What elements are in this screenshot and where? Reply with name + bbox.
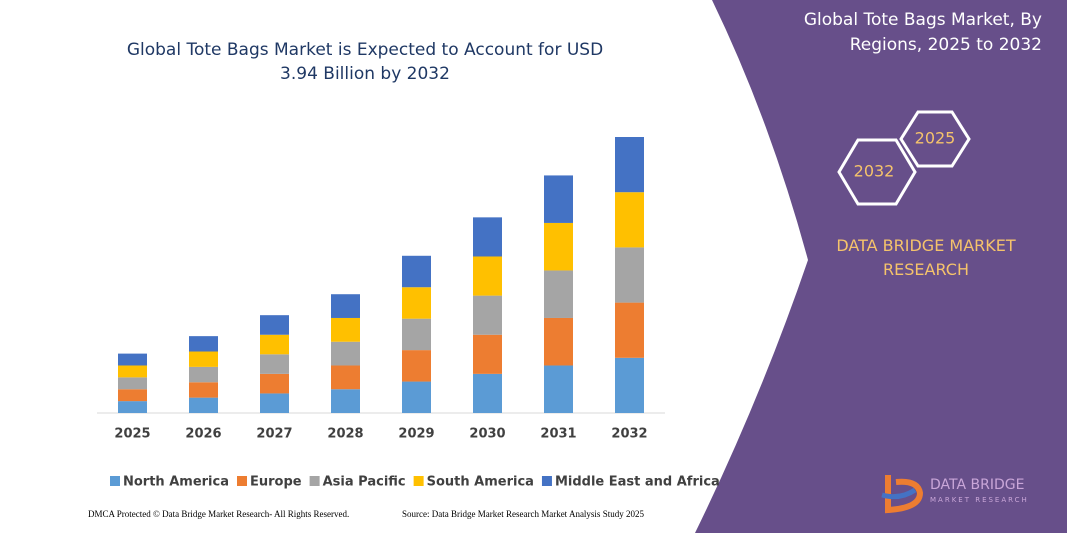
hexagon: [899, 110, 971, 168]
bar-segment: [544, 365, 573, 413]
x-tick-label: 2025: [114, 427, 150, 442]
legend-label: South America: [427, 475, 534, 490]
legend-swatch: [309, 476, 320, 486]
logo-icon: [881, 487, 917, 500]
bar-segment: [473, 217, 502, 257]
bar-segment: [189, 382, 218, 398]
bar-segment: [402, 381, 431, 413]
legend-label: North America: [123, 475, 229, 490]
bar-segment: [189, 351, 218, 367]
brand: DATA BRIDGE MARKET RESEARCH: [836, 236, 1016, 279]
x-tick-label: 2027: [256, 427, 292, 442]
bar-segment: [615, 137, 644, 193]
bar-segment: [402, 350, 431, 382]
bar-segment: [402, 255, 431, 288]
footer: Source: Data Bridge Market Research Mark…: [402, 509, 644, 519]
x-tick-label: 2032: [611, 427, 647, 442]
legend-swatch: [237, 476, 247, 486]
bar-segment: [189, 397, 218, 413]
legend-swatch: [110, 476, 120, 486]
logo-icon: [885, 475, 924, 514]
bar-segment: [473, 256, 502, 296]
bar-segment: [473, 295, 502, 335]
bar-segment: [189, 366, 218, 383]
hexagon-label: 2032: [854, 162, 895, 181]
bar-segment: [544, 175, 573, 223]
bar-segment: [260, 373, 289, 394]
legend-label: Asia Pacific: [323, 475, 406, 490]
bar-segment: [473, 334, 502, 374]
bar-segment: [331, 341, 360, 366]
bar-segment: [331, 365, 360, 390]
bar-segment: [260, 315, 289, 335]
bar-segment: [615, 357, 644, 413]
bar-segment: [615, 302, 644, 358]
legend-label: Europe: [250, 475, 302, 490]
bar-segment: [118, 401, 147, 413]
bar-segment: [331, 389, 360, 413]
bar-segment: [260, 334, 289, 355]
bar-segment: [473, 373, 502, 413]
x-tick-label: 2028: [327, 427, 363, 442]
bar-segment: [402, 287, 431, 319]
bar-segment: [118, 377, 147, 390]
bar-segment: [118, 353, 147, 366]
bar-segment: [544, 270, 573, 318]
panel-bg: [695, 0, 1067, 533]
bar-segment: [544, 222, 573, 271]
bar-segment: [615, 192, 644, 248]
logo-text: DATA BRIDGE: [930, 477, 1024, 493]
bar-segment: [331, 294, 360, 318]
x-tick-label: 2030: [469, 427, 505, 442]
legend-swatch: [541, 476, 552, 486]
legend-swatch: [413, 476, 424, 486]
panel-title: Global Tote Bags Market, By Regions, 202…: [803, 10, 1042, 55]
bar-segment: [118, 389, 147, 402]
chart-title: Global Tote Bags Market is Expected to A…: [126, 40, 604, 84]
hexagon-label: 2025: [915, 129, 956, 148]
bar-segment: [260, 393, 289, 413]
bar-segment: [402, 318, 431, 351]
logo-text: MARKET RESEARCH: [930, 496, 1029, 504]
bar-segment: [544, 317, 573, 366]
hexagon: [837, 138, 917, 206]
x-tick-label: 2031: [540, 427, 576, 442]
x-tick-label: 2026: [185, 427, 221, 442]
bar-segment: [615, 247, 644, 303]
bar-segment: [331, 317, 360, 342]
bar-segment: [189, 336, 218, 352]
bar-segment: [260, 354, 289, 374]
legend-label: Middle East and Africa: [555, 475, 720, 490]
bar-segment: [118, 365, 147, 378]
footer: DMCA Protected © Data Bridge Market Rese…: [88, 509, 349, 519]
x-tick-label: 2029: [398, 427, 434, 442]
